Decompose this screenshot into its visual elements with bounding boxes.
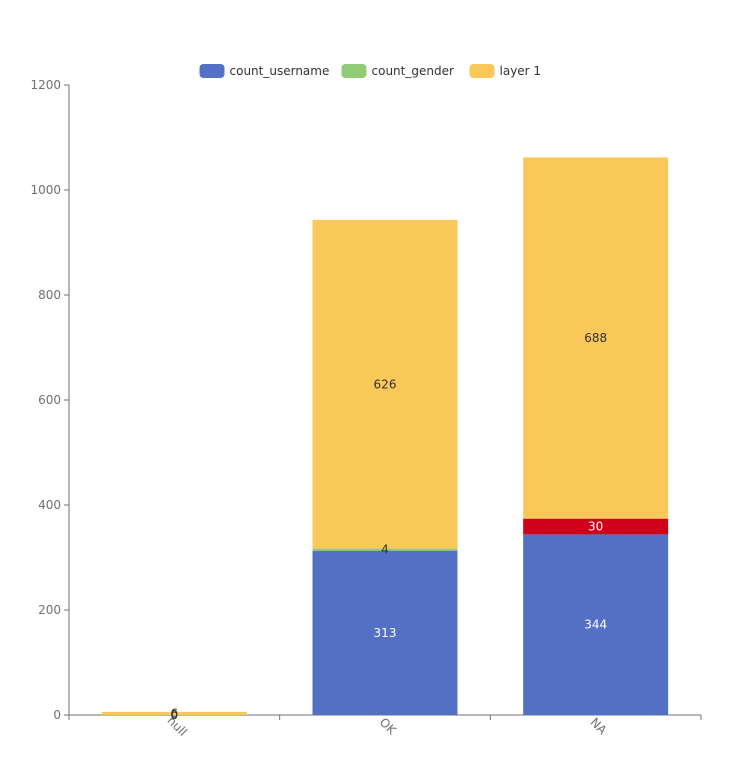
- y-tick-label: 600: [38, 393, 61, 407]
- legend-swatch: [199, 64, 225, 78]
- y-tick-label: 0: [53, 708, 61, 722]
- x-tick-label: NA: [587, 715, 610, 738]
- legend[interactable]: count_username count_gender layer 1: [199, 64, 542, 78]
- bar-segment[interactable]: [312, 548, 458, 551]
- bars: [101, 157, 669, 715]
- legend-label: count_username: [230, 64, 330, 78]
- data-label: 0: [171, 708, 179, 722]
- legend-item[interactable]: count_gender: [341, 64, 454, 78]
- bar-segment[interactable]: [523, 534, 669, 715]
- y-tick-label: 800: [38, 288, 61, 302]
- legend-item[interactable]: count_username: [199, 64, 330, 78]
- bar-segment[interactable]: [523, 518, 669, 535]
- data-label: 4: [381, 543, 389, 557]
- bar-segment[interactable]: [101, 711, 247, 715]
- x-tick-label: OK: [377, 715, 400, 738]
- data-label: 626: [374, 377, 397, 391]
- bar-segment[interactable]: [523, 157, 669, 519]
- data-label: 688: [584, 331, 607, 345]
- y-tick-label: 200: [38, 603, 61, 617]
- y-tick-label: 1000: [30, 183, 61, 197]
- legend-label: layer 1: [500, 64, 542, 78]
- legend-swatch: [341, 64, 367, 78]
- bar-segment[interactable]: [312, 219, 458, 549]
- data-label: 6: [171, 706, 179, 720]
- legend-label: count_gender: [372, 64, 454, 78]
- data-label: 344: [584, 618, 607, 632]
- legend-swatch: [469, 64, 495, 78]
- data-label: 30: [588, 520, 603, 534]
- data-label: 0: [171, 708, 179, 722]
- data-label: 313: [374, 626, 397, 640]
- y-tick-label: 400: [38, 498, 61, 512]
- bar-segment[interactable]: [312, 550, 458, 715]
- legend-item[interactable]: layer 1: [469, 64, 542, 78]
- y-tick-label: 1200: [30, 78, 61, 92]
